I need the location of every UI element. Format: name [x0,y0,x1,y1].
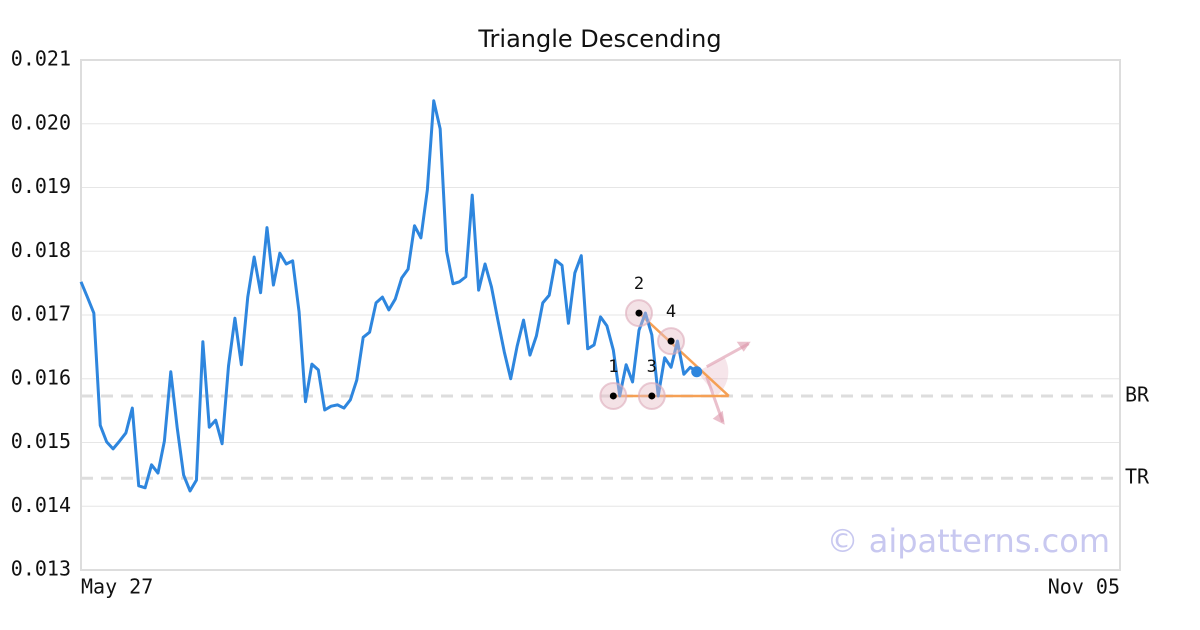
y-tick-label: 0.016 [11,365,71,389]
pivot-label: 1 [608,357,618,377]
y-tick-label: 0.021 [11,47,71,71]
pivot-label: 4 [666,302,676,322]
x-tick-label: May 27 [81,575,153,599]
watermark: © aipatterns.com [827,522,1110,560]
y-tick-label: 0.014 [11,493,71,517]
pivot-point [648,392,656,400]
pivot-point [609,392,617,400]
projection-cone [696,357,729,396]
y-tick-label: 0.013 [11,557,71,581]
y-tick-label: 0.017 [11,302,71,326]
arrow-head [712,410,725,425]
pattern-line [638,312,730,397]
chart-title: Triangle Descending [477,25,721,53]
plot-border [80,59,1121,571]
pivot-label: 3 [647,357,657,377]
y-tick-label: 0.020 [11,110,71,134]
y-tick-label: 0.019 [11,174,71,198]
arrow-head [736,341,751,352]
x-tick-label: Nov 05 [1048,575,1120,599]
pivot-point [667,337,675,345]
y-tick-label: 0.015 [11,429,71,453]
last-point [691,366,703,378]
pivot-label: 2 [634,274,644,294]
level-label: TR [1125,465,1150,489]
level-label: BR [1125,382,1150,406]
y-tick-label: 0.018 [11,238,71,262]
price-line [79,99,698,493]
pivot-point [635,309,643,317]
